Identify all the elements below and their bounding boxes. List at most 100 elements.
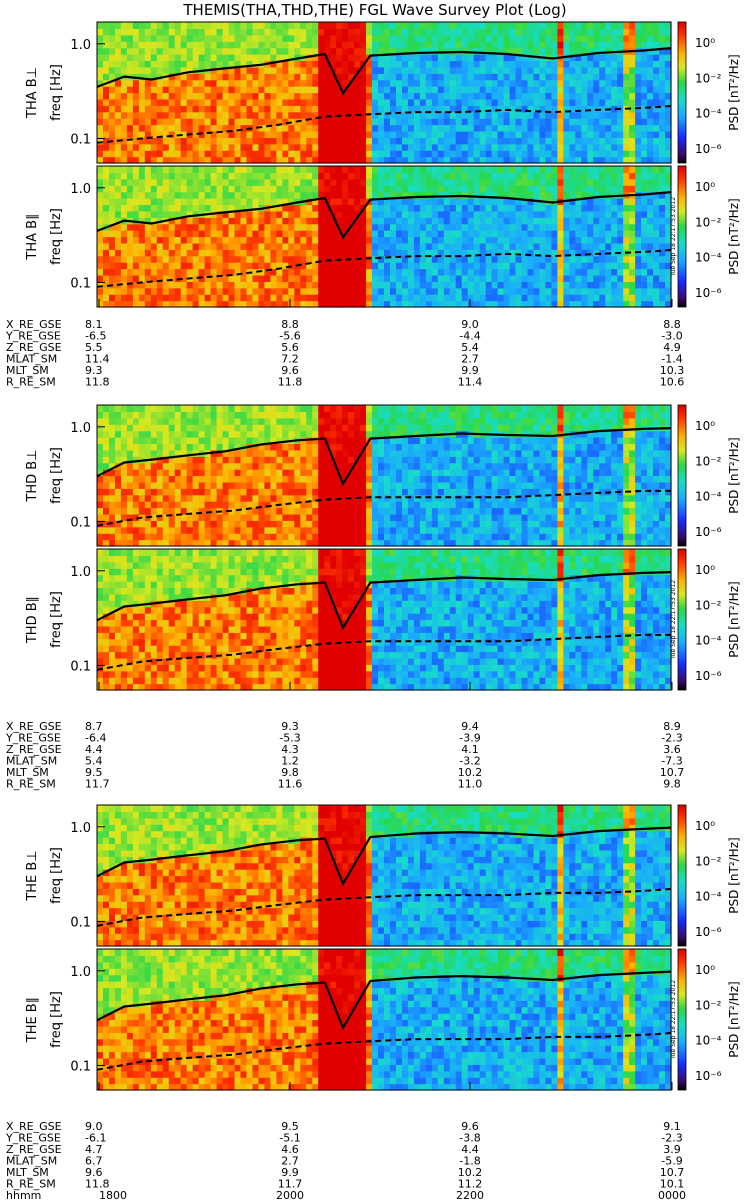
- spectrogram-cell: [366, 236, 373, 244]
- spectrogram-cell: [288, 28, 295, 36]
- spectrogram-cell: [569, 79, 576, 87]
- spectrogram-cell: [533, 111, 541, 119]
- spectrogram-cell: [407, 98, 415, 106]
- spectrogram-cell: [527, 294, 535, 302]
- spectrogram-cell: [509, 137, 517, 145]
- spectrogram-cell: [168, 539, 176, 547]
- spectrogram-cell: [240, 300, 248, 308]
- spectrogram-cell: [204, 287, 212, 295]
- spectrogram-cell: [234, 118, 242, 126]
- spectrogram-cell: [348, 262, 355, 270]
- spectrogram-cell: [258, 268, 266, 276]
- spectrogram-cell: [569, 204, 576, 212]
- spectrogram-cell: [635, 28, 642, 36]
- spectrogram-cell: [240, 437, 248, 445]
- spectrogram-cell: [360, 262, 367, 270]
- spectrogram-cell: [485, 249, 493, 257]
- spectrogram-cell: [659, 92, 666, 100]
- spectrogram-cell: [114, 469, 122, 477]
- spectrogram-cell: [246, 424, 254, 432]
- spectrogram-cell: [97, 172, 104, 180]
- spectrogram-cell: [551, 217, 558, 225]
- spectrogram-cell: [509, 204, 517, 212]
- spectrogram-cell: [228, 469, 236, 477]
- spectrogram-cell: [407, 268, 415, 276]
- spectrogram-cell: [431, 92, 439, 100]
- spectrogram-cell: [234, 178, 242, 186]
- spectrogram-cell: [138, 54, 146, 62]
- spectrogram-cell: [497, 185, 505, 193]
- spectrogram-cell: [198, 513, 206, 521]
- spectrogram-cell: [485, 230, 493, 238]
- spectrogram-cell: [575, 198, 582, 206]
- spectrogram-cell: [449, 255, 457, 263]
- spectrogram-cell: [527, 223, 535, 231]
- spectrogram-cell: [312, 294, 319, 302]
- spectrogram-cell: [659, 28, 666, 36]
- spectrogram-cell: [623, 242, 630, 250]
- spectrogram-cell: [264, 430, 271, 438]
- spectrogram-cell: [258, 28, 266, 36]
- spectrogram-cell: [276, 507, 283, 515]
- spectrogram-cell: [533, 262, 541, 270]
- spectrogram-tha-perp: [97, 22, 672, 164]
- spectrogram-cell: [563, 79, 570, 87]
- spectrogram-cell: [372, 118, 379, 126]
- spectrogram-cell: [132, 172, 140, 180]
- spectrogram-cell: [222, 185, 230, 193]
- spectrogram-cell: [342, 217, 349, 225]
- spectrogram-cell: [515, 150, 523, 158]
- spectrogram-cell: [258, 300, 266, 308]
- spectrogram-cell: [132, 539, 140, 547]
- spectrogram-cell: [413, 143, 421, 151]
- spectrogram-cell: [156, 185, 164, 193]
- spectrogram-cell: [216, 437, 224, 445]
- spectrogram-cell: [330, 274, 337, 282]
- spectrogram-cell: [581, 54, 588, 62]
- spectrogram-cell: [443, 242, 451, 250]
- spectrogram-cell: [270, 488, 277, 496]
- spectrogram-cell: [641, 281, 648, 289]
- spectrogram-cell: [150, 185, 158, 193]
- spectrogram-cell: [647, 66, 654, 74]
- spectrogram-cell: [294, 443, 301, 451]
- spectrogram-cell: [563, 262, 570, 270]
- spectrogram-cell: [258, 262, 266, 270]
- spectrogram-cell: [342, 60, 349, 68]
- spectrogram-cell: [419, 249, 427, 257]
- spectrogram-cell: [156, 66, 164, 74]
- spectrogram-cell: [413, 47, 421, 55]
- spectrogram-cell: [581, 111, 588, 119]
- spectrogram-cell: [461, 28, 469, 36]
- spectrogram-cell: [521, 255, 529, 263]
- spectrogram-cell: [198, 137, 206, 145]
- spectrogram-cell: [611, 166, 618, 174]
- spectrogram-cell: [168, 86, 176, 94]
- spectrogram-cell: [581, 156, 588, 164]
- spectrogram-cell: [264, 111, 271, 119]
- spectrogram-cell: [150, 462, 158, 470]
- spectrogram-cell: [342, 124, 349, 132]
- spectrogram-cell: [366, 217, 373, 225]
- spectrogram-cell: [443, 198, 451, 206]
- spectrogram-cell: [300, 22, 307, 30]
- spectrogram-cell: [156, 124, 164, 132]
- spectrogram-cell: [491, 47, 499, 55]
- spectrogram-cell: [599, 130, 606, 138]
- spectrogram-cell: [659, 156, 666, 164]
- spectrogram-cell: [258, 156, 266, 164]
- spectrogram-cell: [455, 262, 463, 270]
- spectrogram-cell: [372, 41, 379, 49]
- spectrogram-cell: [102, 494, 110, 502]
- spectrogram-cell: [575, 281, 582, 289]
- spectrogram-cell: [360, 130, 367, 138]
- spectrogram-cell: [330, 98, 337, 106]
- spectrogram-cell: [366, 191, 373, 199]
- spectrogram-cell: [527, 249, 535, 257]
- spectrogram-cell: [222, 73, 230, 81]
- spectrogram-cell: [605, 300, 612, 308]
- spectrogram-cell: [258, 92, 266, 100]
- spectrogram-cell: [198, 443, 206, 451]
- spectrogram-cell: [449, 249, 457, 257]
- spectrogram-cell: [282, 28, 289, 36]
